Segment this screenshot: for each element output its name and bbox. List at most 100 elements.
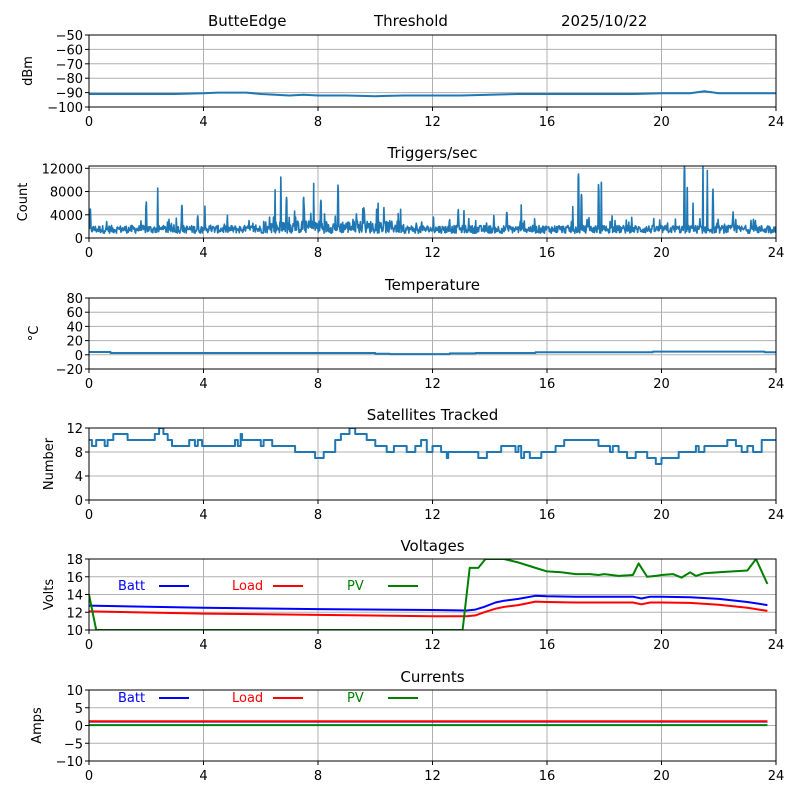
- x-tick-label: 0: [85, 769, 93, 784]
- y-tick-label: −100: [47, 101, 83, 116]
- x-tick-label: 4: [199, 769, 207, 784]
- y-tick-label: 4000: [50, 209, 83, 224]
- x-tick-label: 24: [768, 769, 785, 784]
- series-group: [89, 428, 776, 465]
- x-tick-label: 16: [539, 769, 556, 784]
- y-axis-label: Volts: [42, 579, 57, 611]
- y-axis-label: °C: [27, 326, 42, 342]
- y-tick-label: 12: [66, 422, 83, 437]
- x-tick-label: 16: [539, 115, 556, 130]
- chart-title: Temperature: [384, 276, 480, 294]
- x-tick-label: 20: [653, 377, 670, 392]
- x-tick-label: 16: [539, 638, 556, 653]
- x-tick-label: 4: [199, 377, 207, 392]
- legend-label-batt: Batt: [118, 691, 145, 706]
- y-tick-label: −10: [56, 755, 83, 770]
- x-tick-label: 24: [768, 508, 785, 523]
- panel-voltages: Batt Load PV 0 4 8 12 16 20 24 10 12 14 16 18 Voltages V…: [42, 537, 784, 653]
- panel-rssi: 0 4 8 12 16 20 24 −50−60−70−80−90−100 dBm: [21, 29, 784, 130]
- x-tick-label: 24: [768, 377, 785, 392]
- y-tick-label: 10: [66, 684, 83, 699]
- x-tick-label: 4: [199, 638, 207, 653]
- x-tick-label: 0: [85, 115, 93, 130]
- legend-label-load: Load: [232, 691, 263, 706]
- y-axis-label: Count: [16, 183, 31, 222]
- y-axis-label: Number: [42, 437, 57, 490]
- series-line-count: [89, 166, 776, 234]
- series-line-pv: [89, 559, 769, 630]
- series-line-batt: [89, 594, 768, 612]
- x-tick-label: 8: [314, 508, 322, 523]
- x-tick-label: 24: [768, 246, 785, 261]
- x-tick-label: 12: [424, 638, 441, 653]
- series-line-satellites: [89, 428, 776, 465]
- x-tick-label: 4: [199, 508, 207, 523]
- y-tick-label: 4: [75, 470, 83, 485]
- series-line-load: [89, 600, 768, 618]
- legend-label-pv: PV: [347, 691, 364, 706]
- x-tick-label: 16: [539, 246, 556, 261]
- y-tick-label: 5: [75, 702, 83, 717]
- panel-currents: Batt Load PV 0 4 8 12 16 20 24 10 5 0 −5 −10 Currents Am…: [30, 668, 784, 784]
- header-mode: Threshold: [373, 12, 448, 30]
- x-tick-label: 12: [424, 115, 441, 130]
- y-tick-label: 0: [75, 232, 83, 247]
- panel-triggers: 0 4 8 12 16 20 24 0 4000 8000 12000 Triggers/sec Cou…: [16, 144, 784, 261]
- x-tick-label: 12: [424, 508, 441, 523]
- legend-label-load: Load: [232, 579, 263, 594]
- series-group: [89, 559, 769, 630]
- y-tick-label: 8: [75, 446, 83, 461]
- chart-title: Voltages: [400, 537, 464, 555]
- x-tick-label: 8: [314, 246, 322, 261]
- y-tick-label: 60: [66, 306, 83, 321]
- x-tick-label: 20: [653, 638, 670, 653]
- x-tick-label: 16: [539, 508, 556, 523]
- y-tick-label: 18: [66, 553, 83, 568]
- x-tick-label: 0: [85, 246, 93, 261]
- x-tick-label: 20: [653, 246, 670, 261]
- series-group: [89, 350, 776, 356]
- y-axis-label: Amps: [30, 707, 45, 744]
- panel-satellites: 0 4 8 12 16 20 24 0 4 8 12 Satellites Tracked Number: [42, 406, 784, 523]
- y-axis-label: dBm: [21, 56, 36, 86]
- x-tick-label: 8: [314, 769, 322, 784]
- x-tick-label: 8: [314, 638, 322, 653]
- y-tick-label: 20: [66, 335, 83, 350]
- y-tick-label: 12: [66, 606, 83, 621]
- x-tick-label: 0: [85, 638, 93, 653]
- y-tick-label: 8000: [50, 186, 83, 201]
- x-tick-label: 12: [424, 377, 441, 392]
- series-line-dbm: [89, 90, 776, 98]
- y-tick-label: 14: [66, 589, 83, 604]
- chart-title: Triggers/sec: [387, 144, 478, 162]
- y-tick-label: 0: [75, 494, 83, 509]
- x-tick-label: 20: [653, 769, 670, 784]
- y-tick-label: 16: [66, 571, 83, 586]
- y-tick-label: 0: [75, 720, 83, 735]
- x-tick-label: 20: [653, 115, 670, 130]
- y-tick-label: 12000: [42, 162, 83, 177]
- x-tick-label: 0: [85, 508, 93, 523]
- x-tick-label: 4: [199, 246, 207, 261]
- y-tick-label: −90: [56, 87, 83, 102]
- x-tick-label: 16: [539, 377, 556, 392]
- y-tick-label: 80: [66, 292, 83, 307]
- y-tick-label: −50: [56, 29, 83, 44]
- y-tick-label: −20: [56, 363, 83, 378]
- legend-label-batt: Batt: [118, 579, 145, 594]
- x-tick-label: 0: [85, 377, 93, 392]
- x-tick-label: 8: [314, 115, 322, 130]
- series-group: [89, 90, 776, 98]
- chart-title: Satellites Tracked: [367, 406, 498, 424]
- y-tick-label: 0: [75, 349, 83, 364]
- series-group: [89, 720, 768, 727]
- chart-title: Currents: [400, 668, 464, 686]
- header-station: ButteEdge: [208, 12, 287, 30]
- x-tick-label: 20: [653, 508, 670, 523]
- x-tick-label: 8: [314, 377, 322, 392]
- x-tick-label: 4: [199, 115, 207, 130]
- x-tick-label: 24: [768, 638, 785, 653]
- header-date: 2025/10/22: [561, 12, 647, 30]
